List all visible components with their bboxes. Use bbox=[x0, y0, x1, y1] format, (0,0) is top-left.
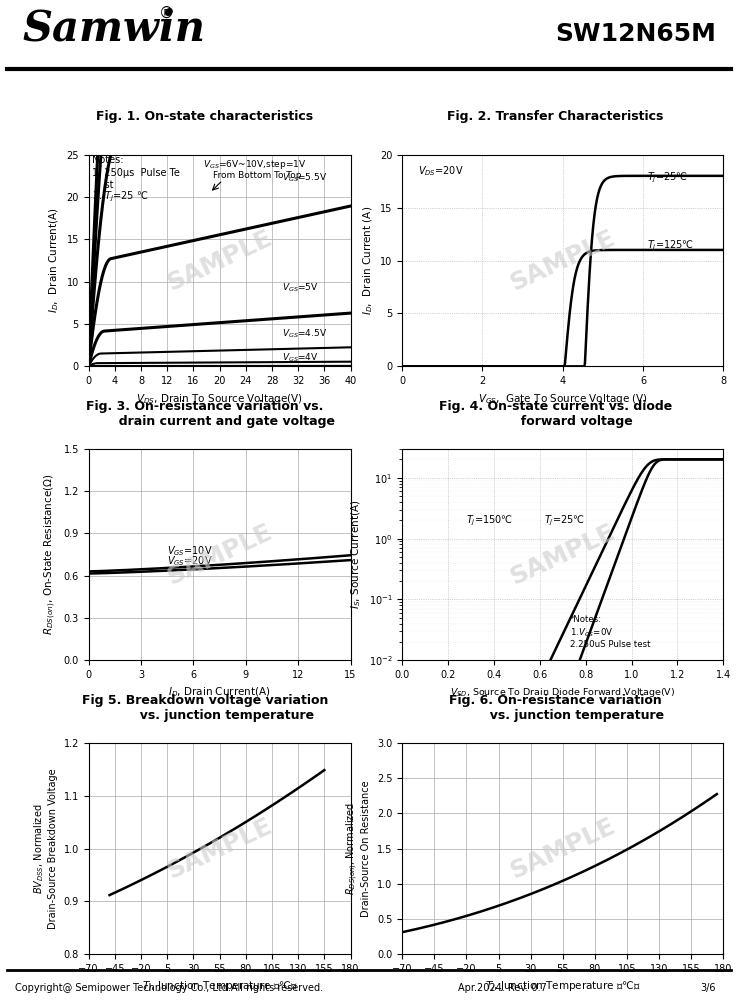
X-axis label: $T_j$, Junction Temperature （℃）: $T_j$, Junction Temperature （℃） bbox=[142, 980, 297, 994]
Text: st: st bbox=[92, 180, 114, 190]
Text: 3/6: 3/6 bbox=[700, 983, 716, 993]
Text: 1. 250μs  Pulse Te: 1. 250μs Pulse Te bbox=[92, 168, 180, 178]
Text: $T_j$=25℃: $T_j$=25℃ bbox=[545, 513, 585, 528]
Y-axis label: $I_D$,  Drain Current(A): $I_D$, Drain Current(A) bbox=[47, 208, 61, 313]
Text: Fig. 1. On-state characteristics: Fig. 1. On-state characteristics bbox=[96, 110, 314, 123]
Y-axis label: $R_{DS(on)}$, Normalized
Drain-Source On Resistance: $R_{DS(on)}$, Normalized Drain-Source On… bbox=[345, 780, 371, 917]
Text: $V_{GS}$=4V: $V_{GS}$=4V bbox=[282, 351, 318, 364]
Text: $T_j$=125℃: $T_j$=125℃ bbox=[647, 238, 694, 253]
Text: Copyright@ Semipower Technology Co., Ltd.All rights reserved.: Copyright@ Semipower Technology Co., Ltd… bbox=[15, 983, 323, 993]
Text: $V_{GS}$=5.5V: $V_{GS}$=5.5V bbox=[282, 171, 327, 184]
Y-axis label: $R_{DS(on)}$, On-State Resistance(Ω): $R_{DS(on)}$, On-State Resistance(Ω) bbox=[43, 474, 58, 635]
Text: Notes:: Notes: bbox=[92, 155, 123, 165]
Text: *Notes:
1.$V_{GS}$=0V
2.250uS Pulse test: *Notes: 1.$V_{GS}$=0V 2.250uS Pulse test bbox=[570, 615, 650, 649]
Y-axis label: $I_S$, Source Current(A): $I_S$, Source Current(A) bbox=[350, 500, 363, 609]
Y-axis label: $I_D$,  Drain Current (A): $I_D$, Drain Current (A) bbox=[361, 206, 375, 315]
Text: $T_j$=25℃: $T_j$=25℃ bbox=[647, 170, 688, 185]
X-axis label: $V_{DS}$, Drain To Source Voltage(V): $V_{DS}$, Drain To Source Voltage(V) bbox=[137, 392, 303, 406]
Text: $V_{GS}$=4.5V: $V_{GS}$=4.5V bbox=[282, 328, 327, 340]
Text: Fig 5. Breakdown voltage variation
          vs. junction temperature: Fig 5. Breakdown voltage variation vs. j… bbox=[82, 694, 328, 722]
Text: Fig. 4. On-state current vs. diode
          forward voltage: Fig. 4. On-state current vs. diode forwa… bbox=[438, 400, 672, 428]
Text: SAMPLE: SAMPLE bbox=[506, 520, 619, 589]
Text: $V_{GS}$=6V~10V,step=1V: $V_{GS}$=6V~10V,step=1V bbox=[203, 158, 307, 171]
Text: ®: ® bbox=[159, 6, 174, 21]
Text: $V_{DS}$=20V: $V_{DS}$=20V bbox=[418, 164, 464, 178]
Text: $T_j$=150℃: $T_j$=150℃ bbox=[466, 513, 514, 528]
X-axis label: $I_D$, Drain Current(A): $I_D$, Drain Current(A) bbox=[168, 686, 271, 699]
Text: 2. $T_j$=25 ℃: 2. $T_j$=25 ℃ bbox=[92, 190, 148, 204]
Text: Fig. 3. On-resistance variation vs.
          drain current and gate voltage: Fig. 3. On-resistance variation vs. drai… bbox=[75, 400, 335, 428]
Text: SW12N65M: SW12N65M bbox=[555, 22, 716, 46]
Text: $V_{GS}$=20V: $V_{GS}$=20V bbox=[167, 555, 213, 568]
Text: SAMPLE: SAMPLE bbox=[163, 520, 276, 589]
Text: $V_{GS}$=10V: $V_{GS}$=10V bbox=[167, 544, 213, 558]
Text: Fig. 2. Transfer Characteristics: Fig. 2. Transfer Characteristics bbox=[447, 110, 663, 123]
Text: SAMPLE: SAMPLE bbox=[163, 814, 276, 883]
Text: Apr.2024. Rev. 0.7: Apr.2024. Rev. 0.7 bbox=[458, 983, 546, 993]
Text: From Bottom To Top: From Bottom To Top bbox=[213, 171, 302, 180]
Text: Fig. 6. On-resistance variation
          vs. junction temperature: Fig. 6. On-resistance variation vs. junc… bbox=[446, 694, 664, 722]
Text: SAMPLE: SAMPLE bbox=[506, 814, 619, 883]
Y-axis label: $BV_{DSS}$, Normalized
Drain-Source Breakdown Voltage: $BV_{DSS}$, Normalized Drain-Source Brea… bbox=[32, 768, 58, 929]
X-axis label: $V_{SD}$, Source To Drain Diode Forward Voltage(V): $V_{SD}$, Source To Drain Diode Forward … bbox=[450, 686, 675, 699]
X-axis label: $V_{GS}$,  Gate To Source Voltage (V): $V_{GS}$, Gate To Source Voltage (V) bbox=[477, 392, 648, 406]
Text: Samwin: Samwin bbox=[22, 7, 205, 49]
X-axis label: $T_j$, Junction Temperature （℃）: $T_j$, Junction Temperature （℃） bbox=[485, 980, 641, 994]
Text: SAMPLE: SAMPLE bbox=[506, 226, 619, 295]
Text: SAMPLE: SAMPLE bbox=[163, 226, 276, 295]
Text: $V_{GS}$=5V: $V_{GS}$=5V bbox=[282, 281, 318, 294]
